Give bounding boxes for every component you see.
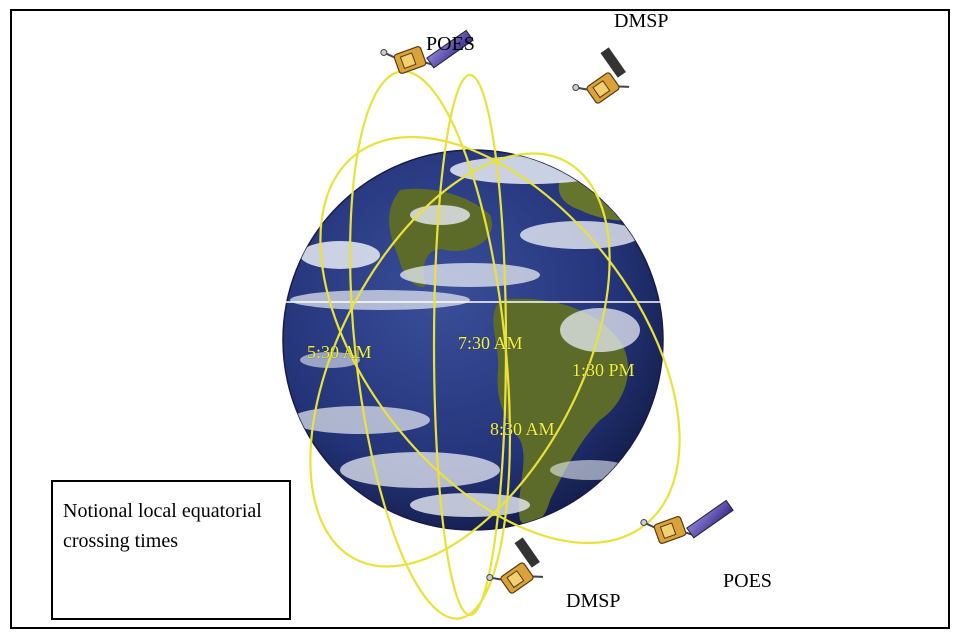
time-label-1: 5:30 AM (307, 342, 372, 362)
time-label-4: 8:30 AM (490, 419, 555, 439)
satellite-icon (570, 47, 631, 115)
note-text: Notional local equatorial crossing times (63, 500, 262, 552)
time-label-3: 1:30 PM (572, 360, 635, 380)
label-poes-bottom: POES (723, 570, 772, 592)
orbit-dmsp-2 (309, 152, 611, 568)
satellite-icon (639, 499, 734, 553)
earth-globe (282, 149, 664, 531)
time-label-2: 7:30 AM (458, 333, 523, 353)
orbit-dmsp-1 (432, 73, 508, 617)
satellite-icon (379, 29, 474, 83)
satellite-icon (484, 537, 545, 605)
note-box: Notional local equatorial crossing times (51, 480, 291, 620)
label-dmsp-top: DMSP (614, 10, 669, 32)
label-dmsp-bottom: DMSP (566, 590, 621, 612)
label-poes-top: POES (426, 33, 475, 55)
